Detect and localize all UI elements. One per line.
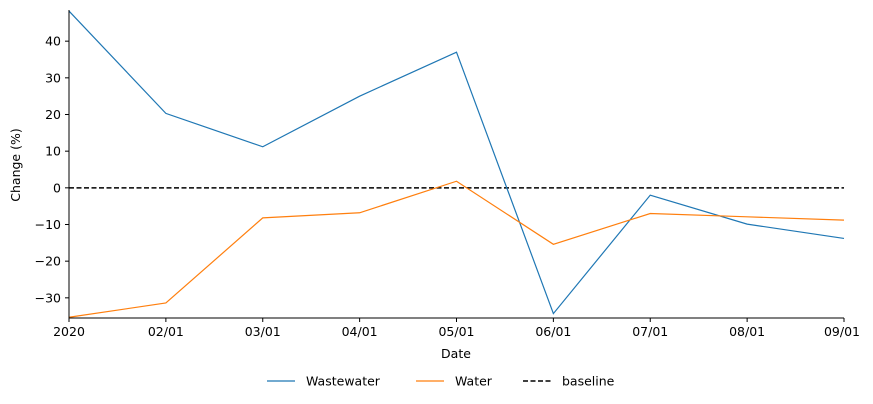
y-tick-label: 10 xyxy=(45,144,61,159)
series-line-water xyxy=(68,180,845,318)
x-tick-label: 02/01 xyxy=(148,324,184,339)
axes: −30 −20 −10 0 10 20 30 40 2020 02/01 03/01 04/01 05/… xyxy=(35,10,860,339)
x-tick-label: 05/01 xyxy=(438,324,474,339)
y-tick-label: −30 xyxy=(35,290,61,305)
legend-label-wastewater: Wastewater xyxy=(306,374,381,389)
series-line-wastewater xyxy=(68,10,845,315)
x-tick-label: 03/01 xyxy=(245,324,281,339)
y-tick-label: 0 xyxy=(53,180,61,195)
x-tick-label: 08/01 xyxy=(729,324,765,339)
x-tick-label: 2020 xyxy=(53,324,85,339)
y-tick-label: −10 xyxy=(35,217,61,232)
y-tick-label: 40 xyxy=(45,34,61,49)
y-tick-label: −20 xyxy=(35,254,61,269)
legend-label-water: Water xyxy=(455,374,493,389)
y-tick-label: 30 xyxy=(45,70,61,85)
legend: Wastewater Water baseline xyxy=(267,374,615,389)
legend-label-baseline: baseline xyxy=(562,374,615,389)
x-axis-label: Date xyxy=(441,346,471,361)
x-tick-label: 09/01 xyxy=(824,324,860,339)
y-tick-label: 20 xyxy=(45,107,61,122)
x-tick-label: 07/01 xyxy=(632,324,668,339)
y-axis-label: Change (%) xyxy=(8,128,23,201)
x-tick-label: 06/01 xyxy=(535,324,571,339)
x-tick-label: 04/01 xyxy=(342,324,378,339)
plot-area xyxy=(68,10,845,318)
